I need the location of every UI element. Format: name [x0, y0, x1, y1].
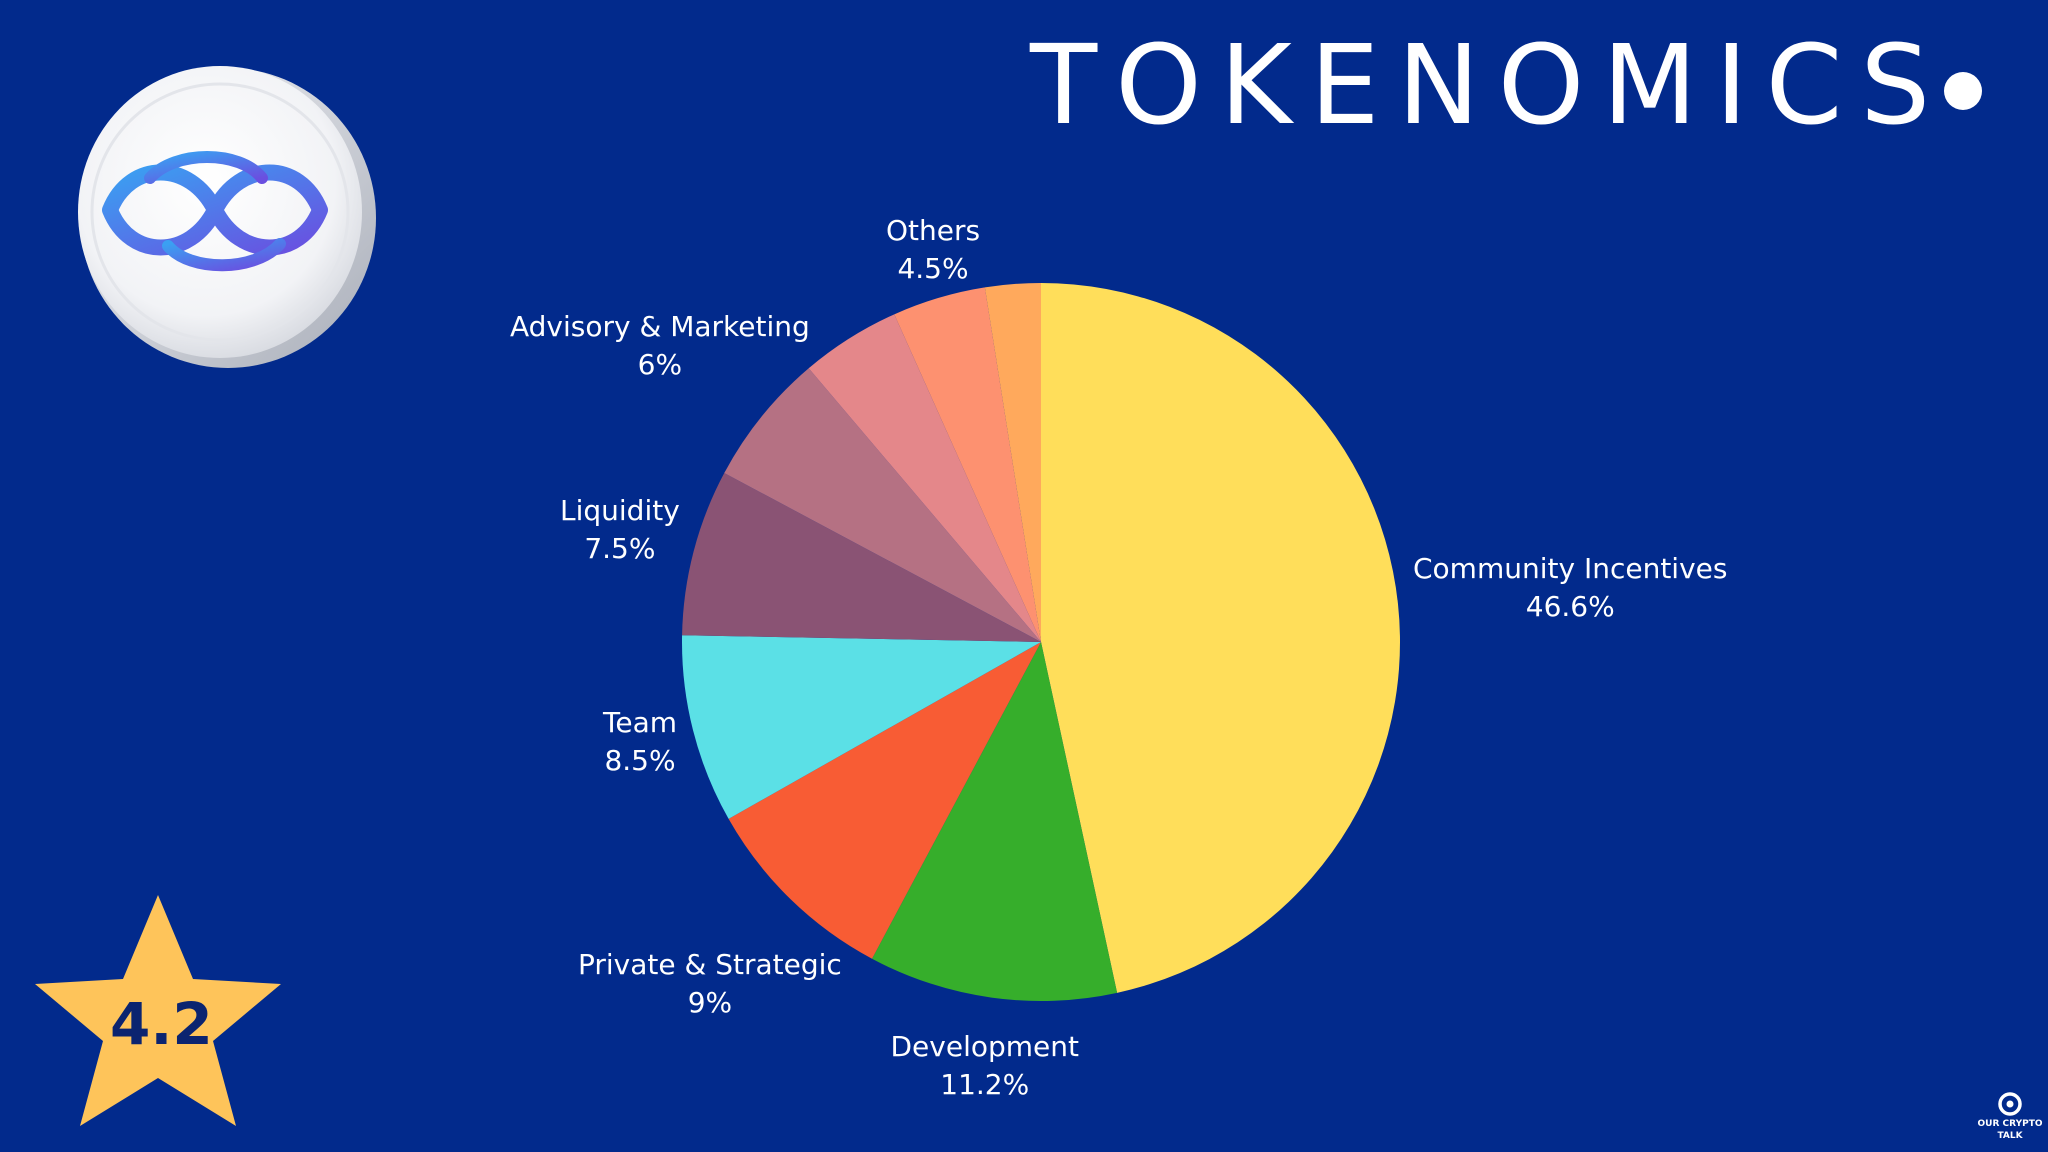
slice-label: Development 11.2%: [891, 1028, 1080, 1104]
coin-logo-icon: [78, 66, 376, 368]
slice-label-name: Others: [886, 214, 981, 247]
slice-label-value: 9%: [687, 986, 733, 1019]
pie-slice: [724, 368, 1041, 642]
slice-label-name: Development: [890, 1030, 1080, 1063]
slice-label-value: 6%: [637, 348, 683, 381]
title-dot: [1944, 72, 1982, 110]
rating-value: 4.2: [110, 990, 213, 1058]
slice-label-value: 7.5%: [584, 532, 656, 565]
pie-slice: [682, 473, 1041, 642]
pie-slice: [872, 642, 1118, 1001]
brand-name: OUR CRYPTO TALK: [1977, 1119, 2043, 1141]
pie-slice: [728, 642, 1041, 959]
slice-label-name: Team: [603, 706, 678, 739]
pie-chart: [681, 283, 1401, 1001]
slice-label-value: 8.5%: [604, 744, 676, 777]
brand-logo-icon: [1998, 1092, 2022, 1116]
slice-label: Advisory & Marketing 6%: [510, 308, 810, 384]
slice-label: Community Incentives 46.6%: [1413, 550, 1727, 626]
pie-slice: [984, 283, 1041, 642]
slice-label-name: Advisory & Marketing: [510, 310, 810, 343]
page-title: TOKENOMICS: [1030, 21, 1949, 149]
pie-slice: [681, 635, 1041, 819]
slice-label: Team 8.5%: [603, 704, 677, 780]
pie-slice: [808, 314, 1041, 642]
rating-star-icon: [35, 895, 281, 1126]
slice-label-name: Liquidity: [560, 494, 680, 527]
slice-label: Liquidity 7.5%: [560, 492, 680, 568]
slice-label-value: 4.5%: [897, 252, 969, 285]
pie-slice: [894, 287, 1041, 642]
slice-label-name: Private & Strategic: [578, 948, 842, 981]
slice-label-value: 11.2%: [940, 1068, 1030, 1101]
slice-label-name: Community Incentives: [1413, 552, 1728, 585]
slice-label-value: 46.6%: [1525, 590, 1615, 623]
slice-label: Private & Strategic 9%: [578, 946, 842, 1022]
slice-label: Others 4.5%: [886, 212, 980, 288]
pie-slice: [1041, 283, 1401, 993]
